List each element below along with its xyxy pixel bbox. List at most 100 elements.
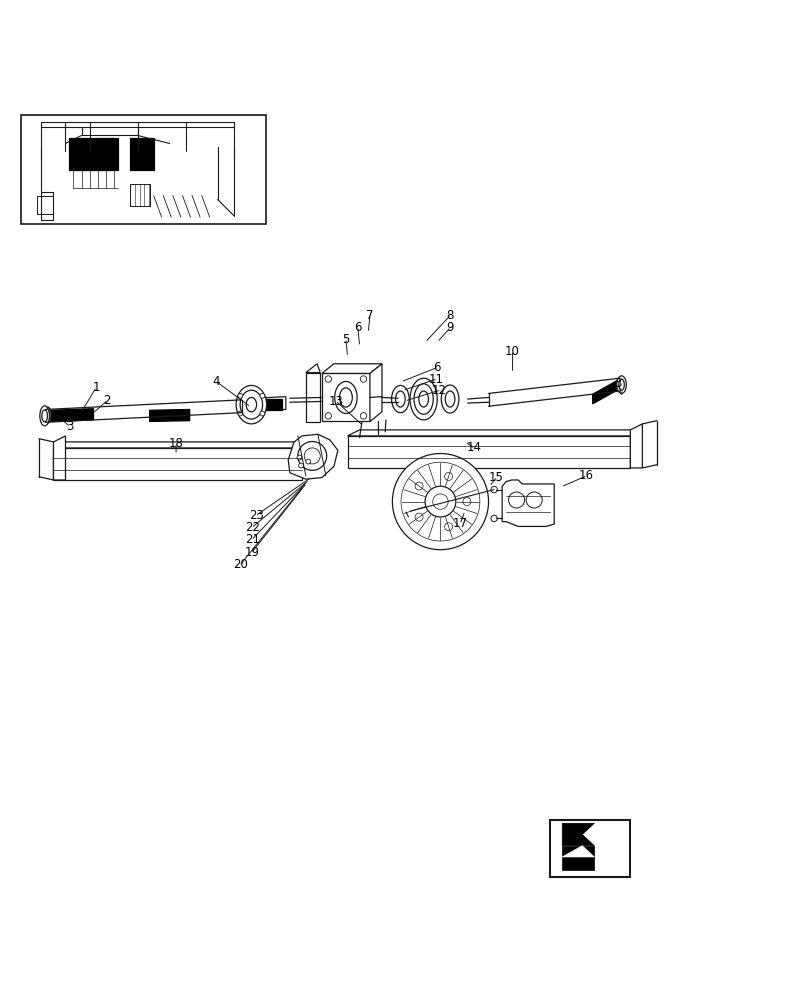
Circle shape — [401, 462, 479, 541]
Polygon shape — [592, 379, 619, 404]
Circle shape — [414, 513, 422, 521]
Circle shape — [297, 442, 326, 470]
Circle shape — [444, 523, 452, 531]
Circle shape — [360, 376, 366, 382]
Circle shape — [296, 455, 301, 460]
Polygon shape — [149, 409, 190, 421]
Circle shape — [491, 486, 497, 493]
Circle shape — [444, 472, 452, 480]
Ellipse shape — [42, 409, 50, 423]
Circle shape — [305, 459, 310, 464]
Circle shape — [324, 413, 331, 419]
Text: 15: 15 — [488, 471, 503, 484]
Text: 20: 20 — [232, 558, 247, 571]
Polygon shape — [54, 442, 313, 448]
Ellipse shape — [40, 406, 50, 426]
Text: 13: 13 — [328, 395, 344, 408]
Text: 21: 21 — [244, 533, 259, 546]
Polygon shape — [255, 397, 286, 411]
Polygon shape — [287, 434, 337, 479]
Bar — [129, 184, 149, 206]
Text: 23: 23 — [248, 509, 263, 522]
Circle shape — [238, 411, 243, 416]
Ellipse shape — [334, 381, 357, 413]
Circle shape — [360, 413, 366, 419]
Polygon shape — [305, 364, 320, 373]
Ellipse shape — [410, 378, 437, 420]
Text: 6: 6 — [432, 361, 440, 374]
Circle shape — [259, 393, 264, 398]
Text: 3: 3 — [613, 377, 622, 390]
Polygon shape — [630, 424, 642, 468]
Polygon shape — [369, 364, 381, 421]
Bar — [22, 115, 266, 224]
Circle shape — [356, 436, 362, 442]
Text: 19: 19 — [244, 546, 259, 559]
Ellipse shape — [418, 391, 428, 407]
Circle shape — [508, 492, 524, 508]
Polygon shape — [561, 846, 593, 870]
Polygon shape — [502, 480, 553, 526]
Circle shape — [392, 454, 488, 550]
Circle shape — [463, 498, 471, 506]
Ellipse shape — [246, 397, 256, 412]
Polygon shape — [347, 436, 630, 468]
Circle shape — [259, 411, 264, 416]
Circle shape — [238, 393, 243, 398]
Ellipse shape — [391, 385, 409, 413]
Polygon shape — [54, 436, 65, 480]
Bar — [258, 399, 282, 410]
Polygon shape — [561, 823, 593, 846]
Text: 11: 11 — [429, 373, 443, 386]
Text: 2: 2 — [104, 394, 111, 407]
Circle shape — [432, 494, 447, 509]
Ellipse shape — [240, 390, 263, 419]
Text: 17: 17 — [452, 517, 467, 530]
Polygon shape — [321, 373, 369, 421]
Circle shape — [382, 431, 387, 436]
Polygon shape — [321, 364, 381, 373]
Ellipse shape — [339, 388, 352, 407]
Polygon shape — [347, 430, 642, 436]
Circle shape — [414, 482, 422, 490]
Circle shape — [425, 486, 455, 517]
Text: 18: 18 — [169, 437, 183, 450]
Circle shape — [375, 433, 380, 438]
Ellipse shape — [445, 391, 454, 407]
Ellipse shape — [243, 395, 253, 415]
Ellipse shape — [245, 398, 251, 411]
Polygon shape — [54, 448, 301, 480]
Bar — [69, 138, 117, 170]
Text: 14: 14 — [466, 441, 481, 454]
Text: 7: 7 — [365, 309, 373, 322]
Circle shape — [298, 463, 303, 468]
Ellipse shape — [616, 376, 626, 393]
Circle shape — [324, 376, 331, 382]
Text: 4: 4 — [212, 375, 219, 388]
Bar — [549, 820, 630, 877]
Text: 10: 10 — [504, 345, 520, 358]
Text: 5: 5 — [342, 333, 349, 346]
Bar — [129, 138, 153, 170]
Circle shape — [525, 492, 541, 508]
Ellipse shape — [414, 384, 433, 414]
Ellipse shape — [45, 407, 51, 423]
Text: 3: 3 — [66, 420, 73, 433]
Circle shape — [491, 515, 497, 522]
Circle shape — [304, 448, 320, 464]
Text: 22: 22 — [244, 521, 259, 534]
Bar — [38, 196, 54, 214]
Ellipse shape — [42, 410, 47, 422]
Polygon shape — [50, 409, 93, 421]
Text: 9: 9 — [446, 321, 453, 334]
Ellipse shape — [395, 391, 405, 407]
Text: 16: 16 — [578, 469, 593, 482]
Ellipse shape — [236, 385, 267, 424]
Text: 8: 8 — [446, 309, 453, 322]
Ellipse shape — [46, 410, 50, 420]
Ellipse shape — [618, 379, 624, 390]
Text: 12: 12 — [432, 384, 446, 397]
Ellipse shape — [441, 385, 459, 413]
Polygon shape — [305, 373, 320, 422]
Text: 6: 6 — [354, 321, 361, 334]
